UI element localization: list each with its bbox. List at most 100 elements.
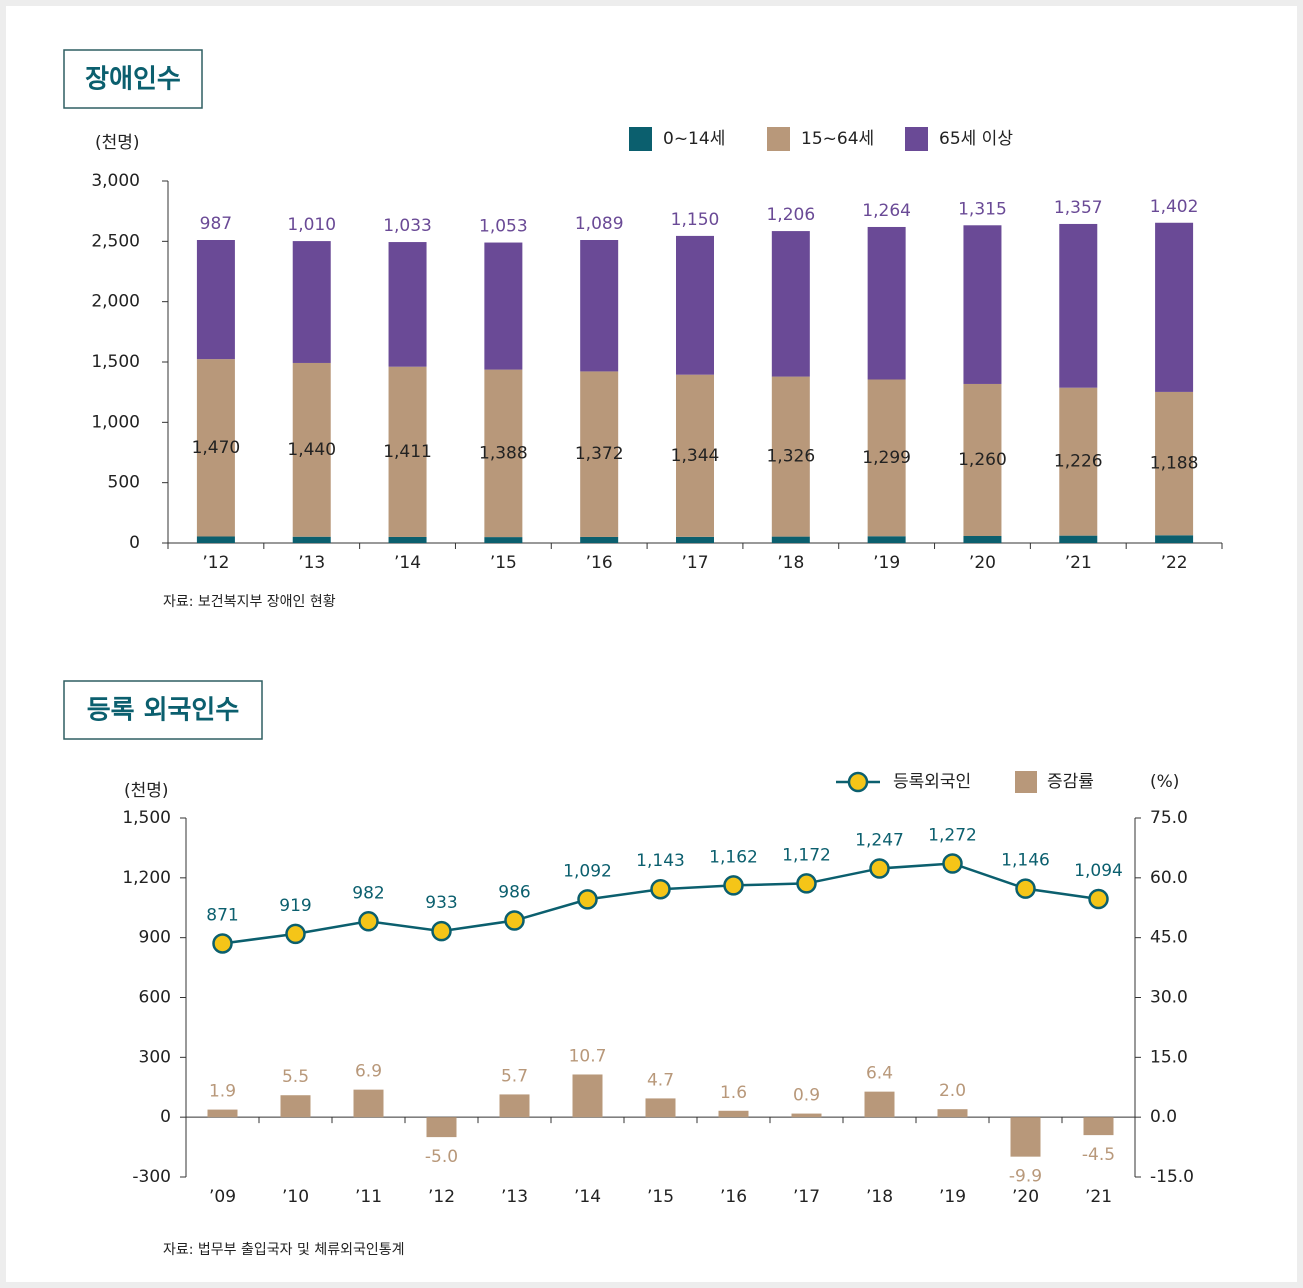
value-label: 1,226 xyxy=(1054,452,1103,472)
source: 자료: 보건복지부 장애인 현황 xyxy=(163,594,336,610)
bar xyxy=(426,1117,457,1138)
value-label: 1,053 xyxy=(479,217,528,237)
bar-segment xyxy=(1155,391,1194,536)
bar xyxy=(645,1098,676,1118)
bar-segment xyxy=(196,359,235,537)
panel xyxy=(6,6,1297,1282)
title-box xyxy=(63,49,203,109)
y-tick-label: 500 xyxy=(108,473,140,493)
x-tick-label: ’14 xyxy=(574,1187,601,1207)
bar-segment xyxy=(771,536,810,543)
bar-segment xyxy=(1059,535,1098,543)
value-label: 1,402 xyxy=(1150,197,1199,217)
bar-segment xyxy=(1059,223,1098,388)
x-tick-label: ’18 xyxy=(866,1187,893,1207)
x-tick-label: ’14 xyxy=(394,553,421,573)
x-tick-label: ’09 xyxy=(209,1187,236,1207)
marker xyxy=(285,923,306,945)
value-label: 1,150 xyxy=(671,210,720,230)
bar-segment xyxy=(676,536,714,543)
value-label: 6.4 xyxy=(866,1064,893,1084)
y2-axis-label: (%) xyxy=(1150,772,1179,792)
bar-segment xyxy=(676,374,714,537)
value-label: 1,146 xyxy=(1001,851,1050,871)
x-tick-label: ’11 xyxy=(355,1187,382,1207)
bar-segment xyxy=(292,362,331,537)
bar xyxy=(499,1094,530,1118)
bar xyxy=(718,1110,749,1118)
marker xyxy=(358,911,379,932)
bar-segment xyxy=(292,241,331,363)
bar-segment xyxy=(388,366,427,537)
bar-segment xyxy=(963,383,1002,537)
marker xyxy=(650,878,671,900)
x-tick-label: ’13 xyxy=(298,553,325,573)
y-tick-label: 300 xyxy=(139,1047,171,1067)
legend-swatch xyxy=(905,127,928,151)
x-tick-label: ’18 xyxy=(777,553,804,573)
legend-swatch xyxy=(767,127,790,151)
x-tick-label: ’17 xyxy=(681,553,708,573)
bar-segment xyxy=(867,226,906,380)
y-tick-label: 3,000 xyxy=(91,171,140,191)
x-tick-label: ’10 xyxy=(282,1187,309,1207)
bar xyxy=(1010,1117,1041,1157)
y-tick-label: -300 xyxy=(132,1167,171,1187)
bar-segment xyxy=(580,536,619,543)
y2-tick-label: -15.0 xyxy=(1150,1167,1194,1187)
value-label: 1,344 xyxy=(671,446,720,466)
y-tick-label: 2,000 xyxy=(91,292,140,312)
value-label: 1,315 xyxy=(958,199,1007,219)
y-tick-label: 2,500 xyxy=(91,231,140,251)
value-label: 1,372 xyxy=(575,444,624,464)
bar-segment xyxy=(1155,222,1194,392)
y-tick-label: 1,500 xyxy=(91,352,140,372)
y2-tick-label: 60.0 xyxy=(1150,868,1188,888)
value-label: 1,388 xyxy=(479,443,528,463)
y-tick-label: 1,000 xyxy=(91,412,140,432)
value-label: 987 xyxy=(200,214,232,234)
value-label: 1,470 xyxy=(192,438,241,458)
legend-label: 등록외국인 xyxy=(893,772,971,792)
value-label: 986 xyxy=(498,883,530,903)
bar-segment xyxy=(388,536,427,543)
x-tick-label: ’21 xyxy=(1065,553,1092,573)
value-label: 1,264 xyxy=(862,201,911,221)
bar-segment xyxy=(484,369,523,538)
marker xyxy=(869,858,890,879)
y2-tick-label: 30.0 xyxy=(1150,988,1188,1008)
bar-segment xyxy=(867,379,906,537)
y2-tick-label: 45.0 xyxy=(1150,928,1188,948)
bar-segment xyxy=(771,376,810,537)
legend-marker xyxy=(847,771,869,793)
bar-segment xyxy=(1059,387,1098,536)
bar-segment xyxy=(771,231,810,377)
bar-segment xyxy=(580,371,619,537)
value-label: 1,411 xyxy=(383,442,432,462)
bar-segment xyxy=(484,242,523,370)
value-label: 1,206 xyxy=(766,205,815,225)
x-tick-label: ’20 xyxy=(1012,1187,1039,1207)
value-label: -4.5 xyxy=(1082,1145,1115,1165)
chart-title: 장애인수 xyxy=(85,65,181,95)
y-tick-label: 1,200 xyxy=(122,868,171,888)
value-label: -9.9 xyxy=(1009,1167,1042,1187)
marker xyxy=(431,920,452,942)
bar xyxy=(353,1089,384,1118)
y-tick-label: 1,500 xyxy=(122,808,171,828)
bar-segment xyxy=(1155,535,1194,543)
bar-segment xyxy=(292,536,331,543)
value-label: 1,247 xyxy=(855,830,904,850)
y2-tick-label: 15.0 xyxy=(1150,1047,1188,1067)
bar xyxy=(572,1074,603,1118)
x-tick-label: ’16 xyxy=(586,553,613,573)
x-tick-label: ’16 xyxy=(720,1187,747,1207)
marker xyxy=(577,889,598,910)
value-label: -5.0 xyxy=(425,1147,458,1167)
bar-segment xyxy=(963,536,1002,543)
value-label: 1,260 xyxy=(958,450,1007,470)
value-label: 1,188 xyxy=(1150,454,1199,474)
title-box xyxy=(63,680,263,740)
bar xyxy=(937,1109,968,1118)
value-label: 1,172 xyxy=(782,845,831,865)
